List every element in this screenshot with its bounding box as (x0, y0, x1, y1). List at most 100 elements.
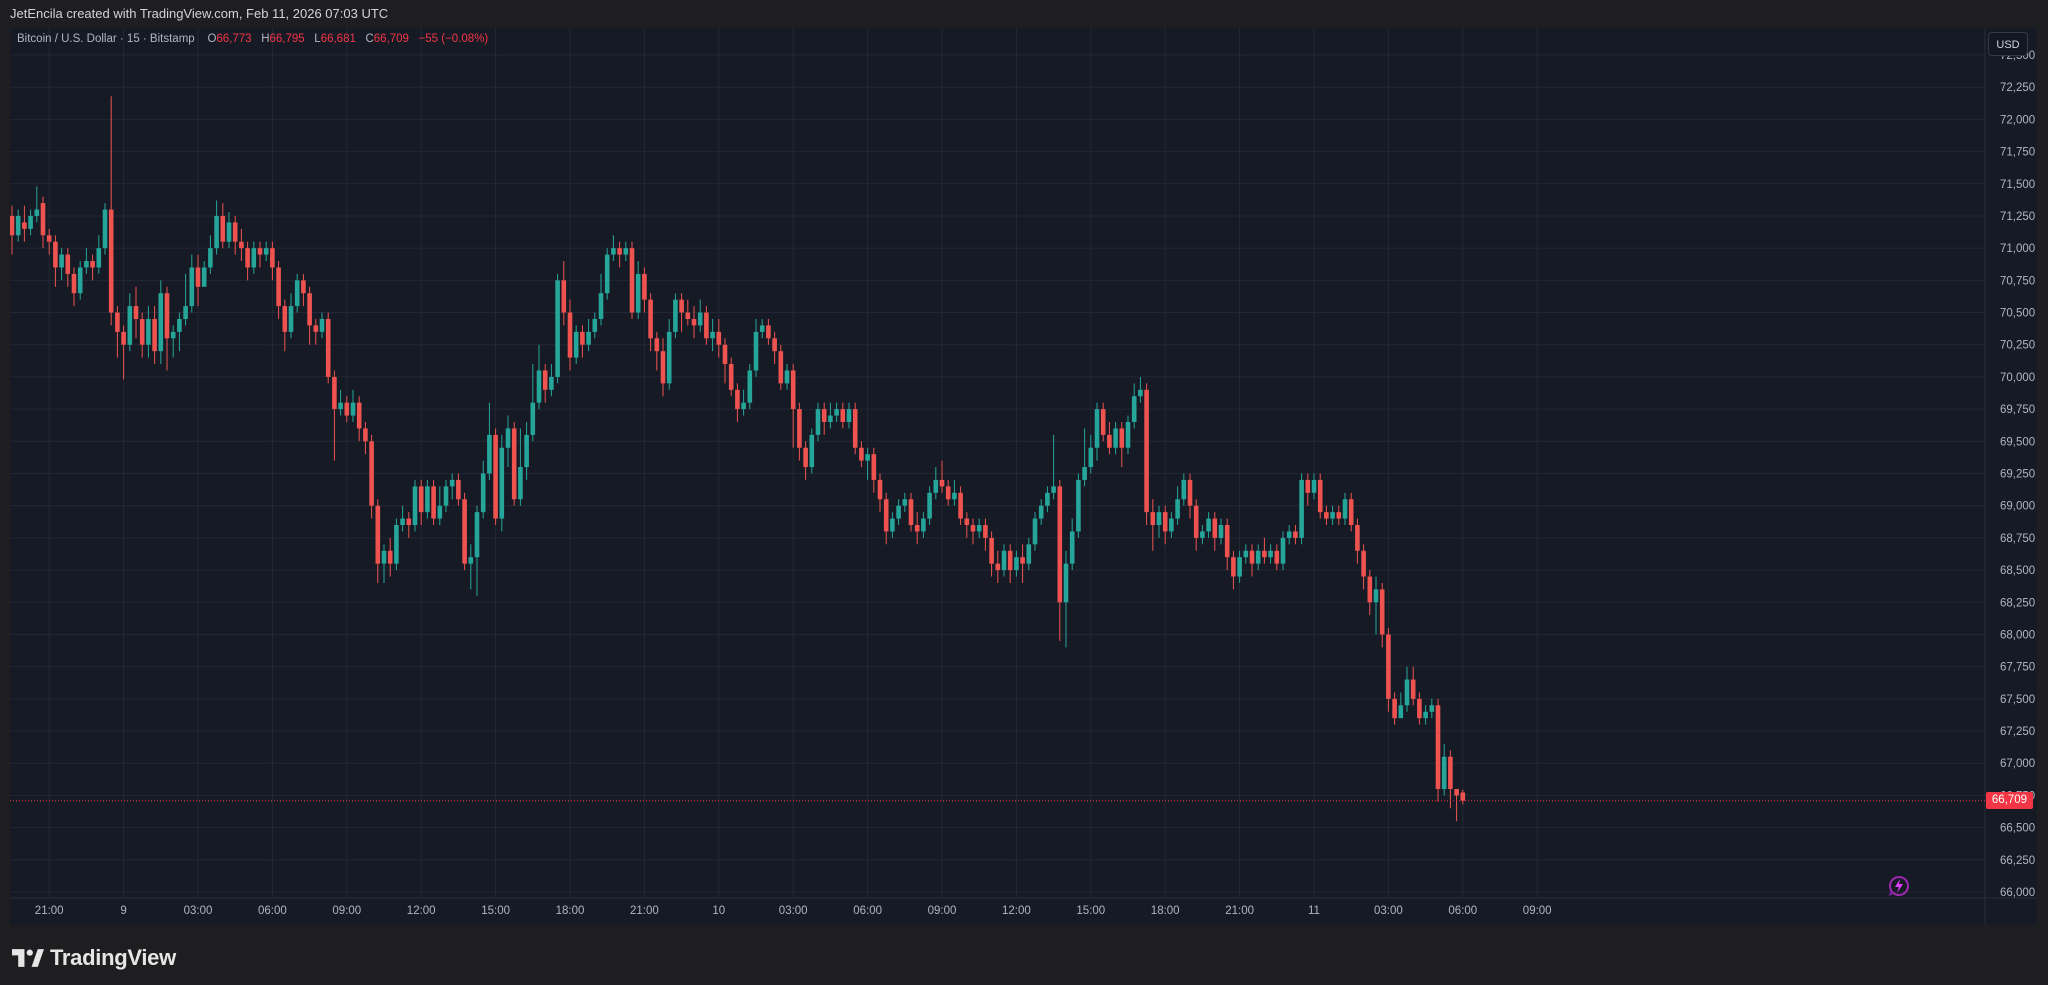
candle-body (394, 525, 399, 564)
candle-body (406, 518, 412, 526)
candle-body (735, 389, 740, 410)
candle-body (716, 331, 722, 345)
candle-body (580, 331, 585, 345)
candle-body (697, 312, 703, 326)
candle-body (263, 248, 269, 255)
candle-body (1175, 499, 1180, 519)
currency-button[interactable]: USD (1988, 32, 2028, 56)
candle-body (400, 518, 405, 526)
candle-body (914, 525, 920, 532)
y-tick-label: 71,750 (2000, 147, 2035, 159)
candle-body (1051, 486, 1056, 493)
low-value: 66,681 (320, 33, 356, 45)
candle-body (462, 499, 467, 564)
candle-body (747, 370, 753, 403)
candle-body (573, 331, 579, 358)
footer (0, 925, 2048, 985)
y-tick-label: 69,000 (2000, 501, 2035, 513)
y-tick-label: 66,500 (2000, 823, 2035, 835)
snapshot-icon[interactable] (1886, 873, 1912, 899)
candle-body (164, 293, 170, 339)
change-value: −55 (−0.08%) (418, 33, 489, 45)
candle-body (431, 486, 436, 519)
candle-body (797, 409, 802, 448)
candle-body (648, 299, 653, 339)
candle-body (1342, 499, 1348, 519)
candle-body (387, 550, 393, 564)
candle-body (1100, 409, 1106, 435)
candle-body (1231, 557, 1236, 577)
candle-body (381, 550, 387, 564)
candle-body (1094, 409, 1100, 448)
candle-body (1212, 518, 1218, 538)
x-tick-label: 21:00 (630, 905, 659, 917)
candle-body (1255, 550, 1261, 564)
candle-body (679, 299, 684, 313)
candle-body (598, 293, 604, 319)
candle-body (59, 254, 64, 268)
x-tick-label: 06:00 (258, 905, 287, 917)
candle-body (691, 318, 697, 326)
candle-body (840, 409, 846, 422)
y-tick-label: 71,000 (2000, 243, 2035, 255)
x-tick-label: 03:00 (779, 905, 808, 917)
candle-body (1107, 434, 1112, 448)
symbol-label[interactable]: Bitcoin / U.S. Dollar · 15 · Bitstamp (17, 33, 195, 45)
candle-body (1206, 518, 1211, 532)
candle-body (133, 306, 139, 319)
close-label: C (365, 33, 374, 45)
candle-body (46, 235, 52, 242)
y-tick-label: 66,000 (2000, 887, 2035, 899)
y-tick-label: 66,250 (2000, 855, 2035, 867)
candle-body (902, 499, 908, 506)
candle-body (654, 338, 660, 352)
plot-background (10, 28, 2037, 925)
candle-body (108, 209, 114, 313)
x-tick-label: 09:00 (928, 905, 957, 917)
candle-body (245, 248, 250, 268)
candle-body (1026, 544, 1032, 564)
candle-body (480, 473, 486, 513)
candle-body (338, 402, 343, 410)
candle-body (1063, 563, 1069, 603)
candle-body (418, 486, 424, 513)
candle-body (1162, 512, 1168, 532)
candle-body (759, 325, 765, 332)
candle-body (1181, 479, 1187, 500)
candle-body (933, 479, 939, 493)
candle-body (983, 525, 988, 538)
candle-body (146, 318, 151, 345)
candle-body (976, 525, 982, 532)
candle-body (28, 215, 33, 229)
candle-body (1379, 589, 1385, 635)
y-tick-label: 67,750 (2000, 662, 2035, 674)
candle-body (158, 293, 164, 352)
candle-body (1144, 389, 1149, 513)
candle-body (1454, 788, 1459, 796)
candle-body (443, 486, 449, 506)
candle-body (1355, 525, 1360, 551)
candle-body (1386, 634, 1391, 699)
candle-body (1423, 711, 1428, 719)
y-tick-label: 68,750 (2000, 533, 2035, 545)
tradingview-logo[interactable]: TradingView (12, 945, 176, 971)
candle-body (1299, 479, 1304, 538)
candle-body (883, 499, 889, 532)
candle-body (586, 331, 591, 345)
candle-body (1448, 756, 1453, 789)
candle-body (921, 518, 926, 532)
last-price-label: 66,709 (1986, 792, 2033, 810)
candle-body (1119, 428, 1125, 448)
candle-body (970, 525, 976, 532)
candle-body (518, 467, 523, 500)
candle-body (629, 248, 635, 313)
candle-body (1268, 550, 1273, 558)
candle-body (90, 261, 95, 268)
candle-body (152, 318, 157, 352)
candle-body (784, 370, 790, 384)
x-tick-label: 15:00 (1076, 905, 1105, 917)
candle-body (1001, 550, 1007, 571)
x-tick-label: 21:00 (1225, 905, 1254, 917)
candlestick-chart[interactable]: 66,00066,25066,50066,75067,00067,25067,5… (10, 28, 2037, 925)
candle-body (474, 512, 480, 558)
